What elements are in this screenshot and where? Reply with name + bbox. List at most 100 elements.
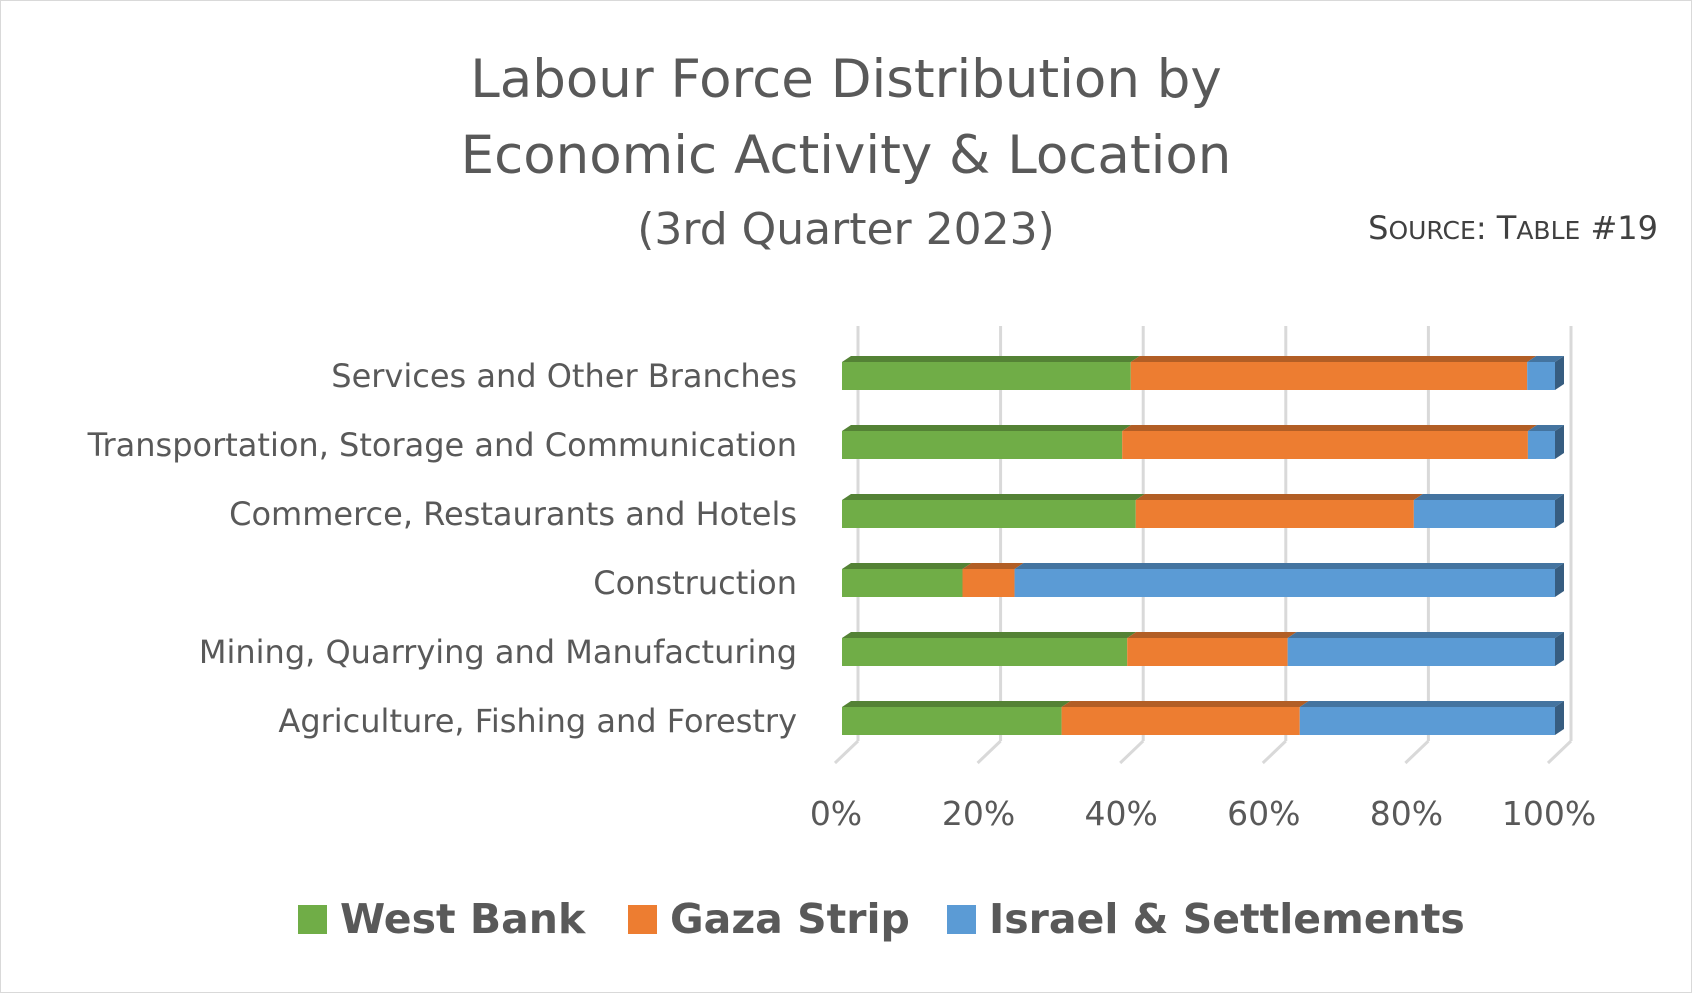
bar-gaza-strip <box>1130 356 1537 390</box>
bar-israel-settlements <box>1299 701 1564 735</box>
bar-row-transportation-storage-and-communication <box>842 425 1564 459</box>
bar-row-mining-quarrying-and-manufacturing <box>842 632 1564 666</box>
bar-top-face <box>842 563 972 569</box>
bar-front-face <box>842 362 1131 390</box>
source-note: SOURCE: TABLE #19 <box>1368 209 1658 247</box>
category-label: Construction <box>593 564 797 602</box>
bar-row-agriculture-fishing-and-forestry <box>842 701 1564 735</box>
bar-israel-settlements <box>1014 563 1564 597</box>
bar-front-face <box>1527 431 1555 459</box>
gridline-floor <box>1119 739 1145 765</box>
bar-top-face <box>1122 425 1537 431</box>
bar-west-bank <box>842 701 1071 735</box>
bar-israel-settlements <box>1527 356 1564 390</box>
bar-side-face <box>1555 632 1564 666</box>
bar-west-bank <box>842 494 1145 528</box>
bar-top-face <box>1135 494 1423 500</box>
legend-swatch <box>298 905 327 934</box>
bar-top-face <box>842 494 1145 500</box>
bar-west-bank <box>842 425 1132 459</box>
legend-label: West Bank <box>340 895 587 943</box>
bar-gaza-strip <box>1122 425 1537 459</box>
chart-title-line-1: Labour Force Distribution by <box>470 49 1222 110</box>
bar-gaza-strip <box>962 563 1024 597</box>
chart-subtitle: (3rd Quarter 2023) <box>637 204 1055 255</box>
bar-gaza-strip <box>1061 701 1309 735</box>
x-tick-label: 20% <box>942 794 1015 833</box>
x-tick-label: 100% <box>1502 794 1596 833</box>
bar-gaza-strip <box>1135 494 1423 528</box>
x-tick-label: 60% <box>1227 794 1300 833</box>
x-axis-ticks: 0% 20% 40% 60% 80% 100% <box>810 794 1596 833</box>
x-tick-label: 80% <box>1370 794 1443 833</box>
gridlines <box>833 326 1573 765</box>
category-label: Commerce, Restaurants and Hotels <box>229 495 797 533</box>
bar-front-face <box>1127 638 1288 666</box>
bar-israel-settlements <box>1527 425 1564 459</box>
bar-top-face <box>842 356 1140 362</box>
bar-front-face <box>1287 638 1555 666</box>
bar-israel-settlements <box>1413 494 1564 528</box>
bar-row-commerce-restaurants-and-hotels <box>842 494 1564 528</box>
bar-side-face <box>1555 563 1564 597</box>
bar-top-face <box>1061 701 1309 707</box>
bar-front-face <box>1061 707 1300 735</box>
bar-front-face <box>1299 707 1555 735</box>
gridline-floor <box>1261 739 1287 765</box>
category-label: Services and Other Branches <box>331 357 797 395</box>
bars-group <box>842 356 1564 735</box>
bar-front-face <box>842 569 963 597</box>
bar-front-face <box>842 500 1136 528</box>
bar-front-face <box>1014 569 1555 597</box>
legend: West Bank Gaza Strip Israel & Settlements <box>298 895 1465 943</box>
legend-item-west-bank: West Bank <box>298 895 587 943</box>
legend-swatch <box>628 905 657 934</box>
category-label: Transportation, Storage and Communicatio… <box>87 426 797 464</box>
bar-west-bank <box>842 632 1137 666</box>
category-label: Agriculture, Fishing and Forestry <box>278 702 797 740</box>
bar-top-face <box>1413 494 1564 500</box>
legend-item-israel-settlements: Israel & Settlements <box>947 895 1465 943</box>
legend-swatch <box>947 905 976 934</box>
legend-label: Gaza Strip <box>670 895 910 943</box>
bar-top-face <box>842 701 1071 707</box>
x-tick-label: 0% <box>810 794 862 833</box>
bar-top-face <box>842 632 1137 638</box>
bar-west-bank <box>842 356 1140 390</box>
bar-front-face <box>1122 431 1528 459</box>
bar-top-face <box>1014 563 1564 569</box>
bar-front-face <box>842 638 1128 666</box>
bar-side-face <box>1555 701 1564 735</box>
bar-front-face <box>1413 500 1555 528</box>
bar-front-face <box>842 707 1062 735</box>
bar-top-face <box>1127 632 1297 638</box>
gridline-floor <box>976 739 1002 765</box>
legend-label: Israel & Settlements <box>989 895 1465 943</box>
bar-front-face <box>1130 362 1528 390</box>
gridline-floor <box>1546 739 1573 765</box>
bar-side-face <box>1555 425 1564 459</box>
bar-side-face <box>1555 494 1564 528</box>
bar-front-face <box>1135 500 1414 528</box>
gridline-floor <box>1404 739 1430 765</box>
bar-gaza-strip <box>1127 632 1297 666</box>
bar-front-face <box>1527 362 1555 390</box>
bar-top-face <box>1299 701 1564 707</box>
bar-top-face <box>1527 356 1564 362</box>
x-tick-label: 40% <box>1085 794 1158 833</box>
bar-top-face <box>842 425 1132 431</box>
legend-item-gaza-strip: Gaza Strip <box>628 895 910 943</box>
bar-top-face <box>1287 632 1564 638</box>
bar-top-face <box>1527 425 1564 431</box>
gridline-floor <box>833 739 860 765</box>
category-labels: Services and Other Branches Transportatio… <box>87 357 797 740</box>
bar-top-face <box>962 563 1024 569</box>
bar-side-face <box>1555 356 1564 390</box>
bar-top-face <box>1130 356 1537 362</box>
bar-row-services-and-other-branches <box>842 356 1564 390</box>
bar-row-construction <box>842 563 1564 597</box>
bar-front-face <box>842 431 1123 459</box>
bar-front-face <box>962 569 1015 597</box>
